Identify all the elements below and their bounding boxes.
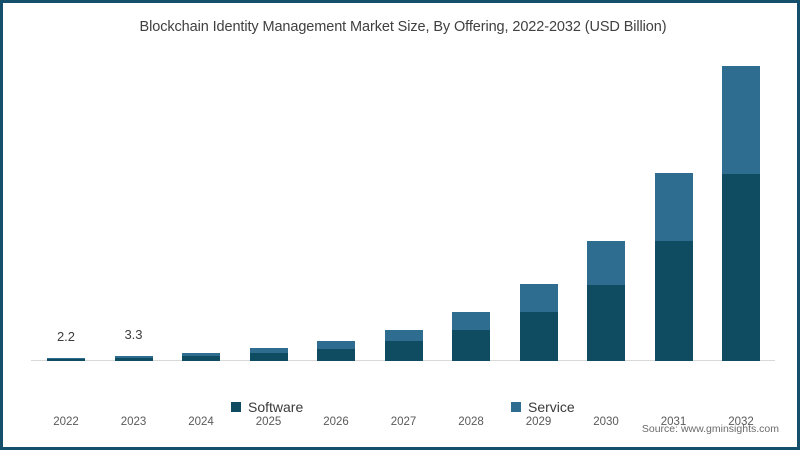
- legend-item-service[interactable]: Service: [511, 399, 575, 415]
- x-axis-tick-2026: 2026: [323, 416, 349, 428]
- bar-group: [519, 284, 558, 361]
- bar-group: [47, 357, 85, 361]
- bar-segment-software: [384, 341, 423, 361]
- x-axis-tick-2027: 2027: [390, 416, 417, 428]
- bar-segment-service: [249, 348, 288, 354]
- bar-segment-service: [114, 356, 153, 358]
- bar-segment-service: [587, 240, 625, 285]
- x-axis-tick-2030: 2030: [593, 416, 619, 428]
- bar-group: [452, 312, 490, 361]
- bar-segment-service: [519, 284, 558, 313]
- bar-segment-service: [317, 341, 355, 349]
- x-axis-tick-2023: 2023: [120, 416, 147, 428]
- bar-segment-service: [452, 312, 490, 331]
- bar-value-label: 2.2: [56, 328, 76, 344]
- bar-segment-software: [654, 241, 693, 361]
- bar-segment-software: [452, 330, 490, 361]
- bar-segment-software: [587, 284, 625, 361]
- bar-segment-software: [114, 357, 153, 361]
- legend-label-service: Service: [528, 399, 575, 415]
- chart-title: Blockchain Identity Management Market Si…: [139, 19, 667, 35]
- bar-segment-service: [722, 66, 760, 174]
- bar-group: [182, 353, 220, 361]
- bar-group: [654, 172, 693, 361]
- x-axis-tick-2022: 2022: [53, 416, 79, 428]
- source-attribution: Source: www.gminsights.com: [641, 423, 779, 435]
- legend-swatch-service: [511, 402, 521, 412]
- bar-group: [587, 240, 625, 361]
- x-axis-tick-2031: 2031: [660, 416, 687, 428]
- bar-segment-service: [182, 353, 220, 356]
- bar-segment-software: [182, 355, 220, 361]
- bar-segment-service: [384, 330, 423, 342]
- bar-group: [722, 66, 760, 361]
- x-axis-tick-2028: 2028: [458, 416, 484, 428]
- bar-segment-software: [249, 353, 288, 361]
- bar-group: [114, 356, 153, 361]
- x-axis-tick-2025: 2025: [255, 416, 282, 428]
- bar-segment-software: [317, 348, 355, 361]
- bar-segment-service: [47, 357, 85, 359]
- bar-group: [384, 330, 423, 361]
- x-axis-tick-2024: 2024: [188, 416, 214, 428]
- bar-segment-software: [722, 173, 760, 361]
- bar-segment-software: [47, 358, 85, 361]
- chart-legend: Software Service: [3, 399, 800, 419]
- x-axis-tick-2029: 2029: [525, 416, 552, 428]
- bar-segment-software: [519, 312, 558, 361]
- legend-label-software: Software: [248, 399, 304, 415]
- plot-area: 2.2 2022 3.3 2023 2024 2025 2026 2027 2028 2029 20…: [31, 53, 775, 428]
- bar-group: [317, 341, 355, 361]
- x-axis-tick-2032: 2032: [728, 416, 754, 428]
- bar-value-label: 3.3: [124, 327, 143, 343]
- bar-group: [249, 348, 288, 361]
- bar-segment-service: [654, 172, 693, 242]
- legend-swatch-software: [231, 402, 241, 412]
- legend-item-software[interactable]: Software: [231, 399, 303, 415]
